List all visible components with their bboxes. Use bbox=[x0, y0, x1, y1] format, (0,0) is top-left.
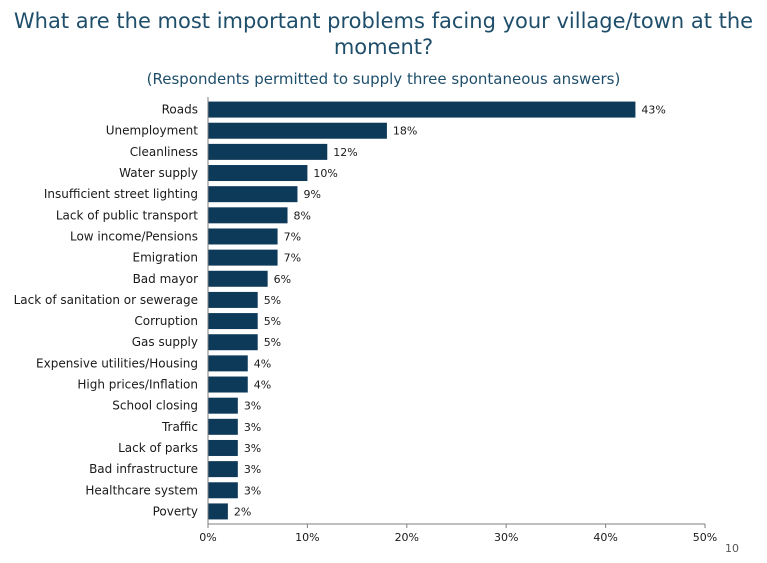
category-label: Expensive utilities/Housing bbox=[36, 356, 198, 370]
data-label: 43% bbox=[641, 104, 665, 117]
data-label: 5% bbox=[264, 315, 281, 328]
category-label: Roads bbox=[162, 103, 198, 117]
bar bbox=[208, 143, 328, 160]
data-label: 4% bbox=[254, 357, 271, 370]
category-label: Poverty bbox=[153, 504, 198, 518]
bar bbox=[208, 355, 248, 372]
category-label: Lack of public transport bbox=[56, 208, 198, 222]
data-label: 2% bbox=[234, 505, 251, 518]
category-label: Cleanliness bbox=[130, 145, 198, 159]
bar bbox=[208, 270, 268, 287]
x-tick-label: 10% bbox=[295, 531, 319, 544]
data-label: 3% bbox=[244, 400, 261, 413]
data-label: 3% bbox=[244, 421, 261, 434]
x-tick-label: 20% bbox=[395, 531, 419, 544]
x-tick-label: 30% bbox=[494, 531, 518, 544]
data-label: 4% bbox=[254, 379, 271, 392]
category-label: Gas supply bbox=[132, 335, 198, 349]
data-label: 6% bbox=[274, 273, 291, 286]
bar bbox=[208, 249, 278, 266]
category-label: High prices/Inflation bbox=[77, 378, 198, 392]
category-label: Water supply bbox=[119, 166, 198, 180]
category-label: Unemployment bbox=[106, 124, 199, 138]
bar bbox=[208, 313, 258, 330]
data-label: 5% bbox=[264, 294, 281, 307]
bar bbox=[208, 376, 248, 393]
bar bbox=[208, 207, 288, 224]
data-label: 5% bbox=[264, 336, 281, 349]
x-tick-label: 50% bbox=[693, 531, 717, 544]
category-label: Insufficient street lighting bbox=[44, 187, 198, 201]
data-label: 10% bbox=[313, 167, 337, 180]
bar bbox=[208, 186, 298, 203]
category-label: Low income/Pensions bbox=[70, 229, 198, 243]
data-label: 3% bbox=[244, 484, 261, 497]
data-label: 3% bbox=[244, 463, 261, 476]
category-label: Lack of sanitation or sewerage bbox=[14, 293, 198, 307]
x-tick-label: 0% bbox=[199, 531, 216, 544]
bar bbox=[208, 228, 278, 245]
category-label: Healthcare system bbox=[85, 483, 198, 497]
data-label: 12% bbox=[333, 146, 357, 159]
bar bbox=[208, 503, 228, 520]
x-tick-label: 40% bbox=[593, 531, 617, 544]
category-label: School closing bbox=[112, 399, 198, 413]
category-label: Traffic bbox=[161, 420, 198, 434]
data-label: 7% bbox=[284, 230, 301, 243]
page-number: 10 bbox=[725, 542, 739, 555]
bar bbox=[208, 418, 238, 435]
category-label: Corruption bbox=[134, 314, 198, 328]
bar bbox=[208, 291, 258, 308]
data-label: 18% bbox=[393, 125, 417, 138]
bar bbox=[208, 165, 308, 182]
chart-title: What are the most important problems fac… bbox=[13, 9, 754, 59]
data-label: 7% bbox=[284, 252, 301, 265]
category-label: Lack of parks bbox=[118, 441, 198, 455]
bar bbox=[208, 439, 238, 456]
bar bbox=[208, 334, 258, 351]
data-label: 9% bbox=[303, 188, 320, 201]
bar bbox=[208, 122, 387, 139]
category-label: Emigration bbox=[133, 251, 199, 265]
category-label: Bad mayor bbox=[133, 272, 199, 286]
data-label: 3% bbox=[244, 442, 261, 455]
bar bbox=[208, 461, 238, 478]
bar bbox=[208, 397, 238, 414]
bar bbox=[208, 482, 238, 499]
category-label: Bad infrastructure bbox=[89, 462, 198, 476]
bar bbox=[208, 101, 636, 118]
data-label: 8% bbox=[294, 209, 311, 222]
chart-subtitle: (Respondents permitted to supply three s… bbox=[146, 70, 621, 88]
